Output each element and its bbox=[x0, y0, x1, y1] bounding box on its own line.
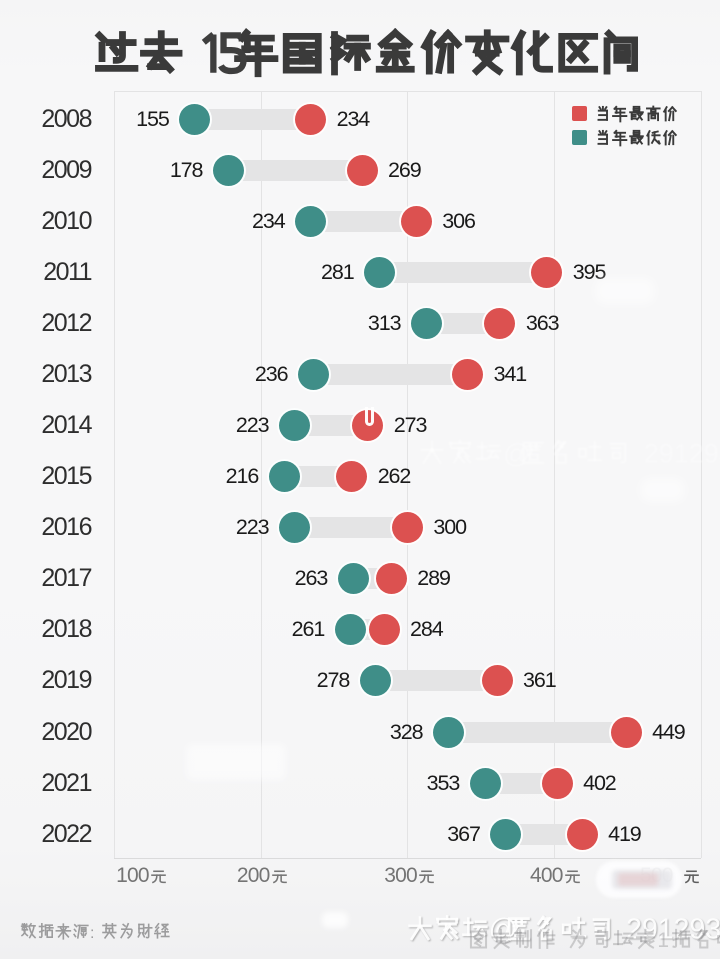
svg-text:1: 1 bbox=[657, 929, 669, 952]
svg-text:291293: 291293 bbox=[626, 913, 720, 945]
svg-text:291293: 291293 bbox=[644, 438, 720, 468]
svg-text:@: @ bbox=[503, 438, 530, 468]
